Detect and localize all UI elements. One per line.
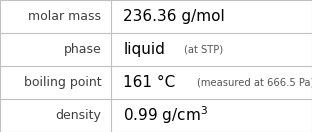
Text: 0.99 g/cm$^{3}$: 0.99 g/cm$^{3}$	[123, 105, 208, 126]
Text: liquid: liquid	[123, 42, 165, 57]
Text: 236.36 g/mol: 236.36 g/mol	[123, 9, 225, 24]
Text: molar mass: molar mass	[28, 10, 101, 23]
Text: boiling point: boiling point	[24, 76, 101, 89]
Text: density: density	[56, 109, 101, 122]
Text: 161 °C: 161 °C	[123, 75, 175, 90]
Text: phase: phase	[64, 43, 101, 56]
Text: (measured at 666.5 Pa): (measured at 666.5 Pa)	[197, 77, 312, 88]
Text: (at STP): (at STP)	[183, 44, 223, 55]
